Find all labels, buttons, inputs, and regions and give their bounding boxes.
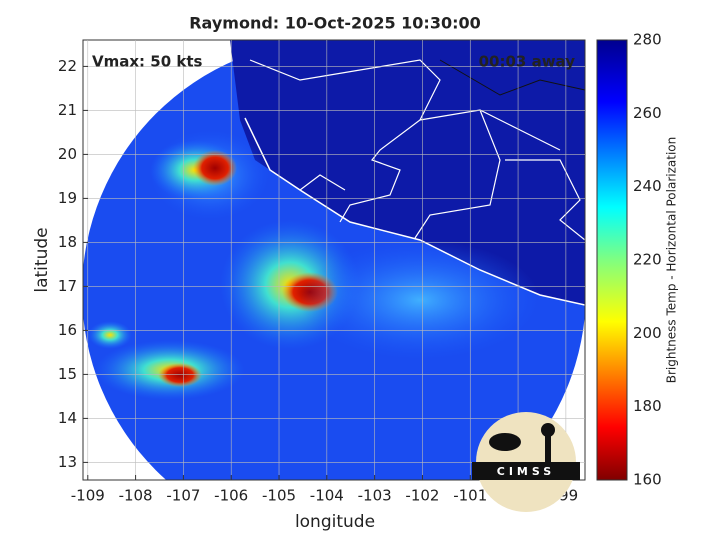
x-tick-label: -104 [310, 487, 344, 505]
y-tick-label: 18 [58, 233, 77, 251]
y-tick-label: 17 [58, 277, 77, 295]
plot-frame [82, 39, 586, 481]
x-tick-label: -109 [71, 487, 105, 505]
x-tick-label: -106 [214, 487, 248, 505]
y-axis-label: latitude [32, 227, 52, 292]
axis-ticks: -109-108-107-106-105-104-103-102-101-100… [58, 31, 662, 505]
time-label: 00:03 away [479, 53, 576, 71]
y-tick-label: 13 [58, 453, 77, 471]
y-tick-label: 22 [58, 57, 77, 75]
colorbar-tick-label: 240 [633, 177, 662, 195]
y-tick-label: 16 [58, 321, 77, 339]
x-tick-label: -101 [453, 487, 487, 505]
colorbar-tick-label: 180 [633, 397, 662, 415]
logo: CIMSS [472, 412, 580, 512]
colorbar-tick-label: 260 [633, 104, 662, 122]
colorbar-label: Brightness Temp - Horizontal Polarizatio… [665, 137, 679, 384]
x-tick-label: -103 [358, 487, 392, 505]
colorbar-tick-label: 160 [633, 471, 662, 489]
y-tick-label: 21 [58, 101, 77, 119]
x-tick-label: -108 [119, 487, 153, 505]
colorbar-tick-label: 220 [633, 251, 662, 269]
x-tick-label: -105 [262, 487, 296, 505]
colorbar-tick-label: 280 [633, 31, 662, 49]
colorbar-tick-label: 200 [633, 324, 662, 342]
x-axis-label: longitude [295, 512, 375, 532]
x-tick-label: -102 [405, 487, 439, 505]
colorbar [596, 39, 628, 481]
logo-text: CIMSS [497, 465, 555, 478]
y-tick-label: 20 [58, 145, 77, 163]
title: Raymond: 10-Oct-2025 10:30:00 [189, 14, 481, 33]
y-tick-label: 19 [58, 189, 77, 207]
vmax-label: Vmax: 50 kts [92, 53, 202, 71]
y-tick-label: 14 [58, 409, 77, 427]
satellite-swath [83, 40, 585, 480]
x-tick-label: -107 [166, 487, 200, 505]
y-tick-label: 15 [58, 365, 77, 383]
